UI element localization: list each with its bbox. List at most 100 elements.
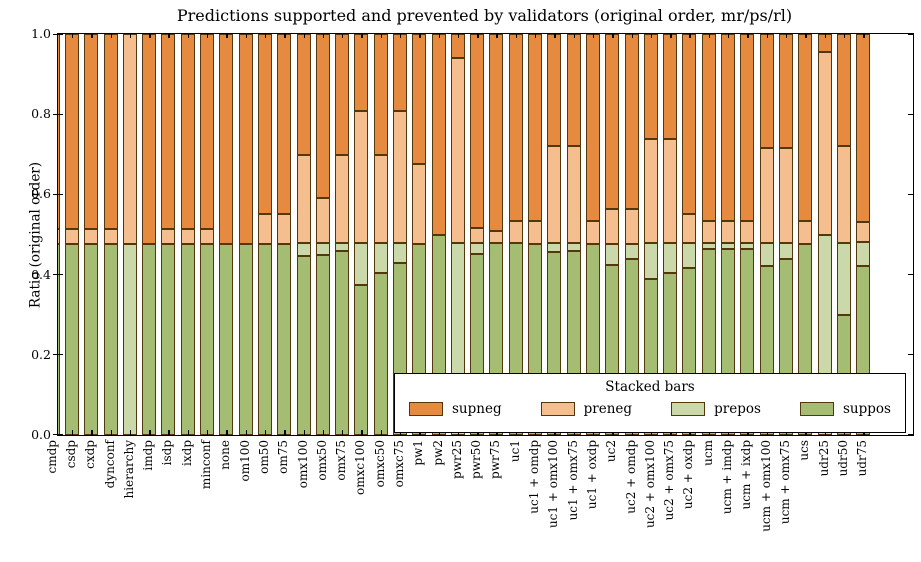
segment-suppos	[277, 244, 292, 435]
x-tick-top	[207, 34, 209, 38]
bar-omx100	[294, 34, 313, 435]
segment-supneg	[508, 34, 523, 221]
y-tick-mark-left	[53, 113, 63, 115]
x-tick-bottom	[91, 430, 93, 435]
legend-label-prepos: prepos	[714, 401, 761, 417]
bar-uc1 + omx100	[545, 34, 564, 435]
x-tick-top	[322, 34, 325, 38]
segment-supneg	[663, 34, 678, 140]
x-tick-top	[129, 34, 132, 38]
x-label-pwr75: pwr75	[488, 440, 503, 479]
segment-preneg	[122, 34, 137, 245]
legend-swatch-preneg	[540, 402, 575, 416]
bar-om100	[236, 34, 255, 435]
x-label-ucm + ixdp: ucm + ixdp	[739, 440, 754, 510]
x-tick-top	[554, 34, 556, 38]
segment-preneg	[682, 214, 697, 243]
x-tick-top	[477, 34, 479, 38]
x-tick-top	[515, 34, 518, 38]
y-tick-label-0.4: 0.4	[31, 266, 51, 282]
segment-supneg	[605, 34, 620, 210]
segment-supneg	[373, 34, 388, 156]
x-tick-bottom	[245, 430, 247, 435]
bar-omxc100	[352, 34, 371, 435]
segment-preneg	[335, 155, 350, 243]
segment-supneg	[566, 34, 581, 147]
segment-preneg	[566, 146, 581, 243]
segment-supneg	[219, 34, 234, 245]
x-tick-top	[863, 34, 865, 38]
segment-prepos	[856, 241, 871, 266]
x-tick-bottom	[322, 430, 325, 435]
x-tick-top	[342, 34, 344, 38]
x-tick-bottom	[129, 430, 132, 435]
legend-entries: supneg preneg prepos suppos	[395, 395, 905, 417]
x-tick-top	[689, 34, 691, 38]
x-label-cxdp: cxdp	[83, 440, 98, 469]
chart-title: Predictions supported and prevented by v…	[176, 6, 793, 25]
y-tick-label-0.2: 0.2	[31, 346, 51, 362]
segment-prepos	[335, 242, 350, 251]
x-label-dynconf: dynconf	[102, 440, 117, 489]
x-tick-top	[361, 34, 363, 38]
segment-suppos	[315, 254, 330, 435]
segment-suppos	[161, 244, 176, 435]
x-label-hierarchy: hierarchy	[121, 440, 136, 499]
x-label-udr25: udr25	[816, 440, 831, 477]
segment-preneg	[64, 229, 79, 245]
x-label-uc2: uc2	[604, 440, 619, 463]
x-label-om50: om50	[256, 440, 271, 474]
x-tick-top	[785, 34, 788, 38]
bar-minconf	[197, 34, 216, 435]
x-tick-top	[824, 34, 826, 38]
plot-area: 0.0 0.2 0.4 0.6 0.8 1.0 Stacked bars supneg pr…	[31, 27, 914, 441]
y-axis-label: Ratio (original order)	[27, 161, 44, 309]
segment-preneg	[296, 155, 311, 243]
segment-supneg	[778, 34, 793, 148]
x-label-ucm + omx100: ucm + omx100	[758, 440, 773, 532]
segment-suppos	[219, 244, 234, 435]
y-tick-mark-left	[53, 354, 63, 356]
x-tick-bottom	[207, 430, 209, 435]
x-tick-top	[187, 34, 190, 38]
x-tick-top	[71, 34, 74, 38]
segment-supneg	[103, 34, 118, 230]
segment-preneg	[643, 139, 658, 243]
y-tick-mark-left	[53, 273, 63, 276]
segment-suppos	[373, 272, 388, 435]
x-tick-top	[419, 34, 421, 38]
segment-supneg	[412, 34, 427, 165]
segment-preneg	[856, 221, 871, 242]
legend-entry-supneg: supneg	[409, 401, 502, 417]
segment-supneg	[585, 34, 600, 221]
segment-preneg	[547, 146, 562, 243]
segment-suppos	[58, 244, 60, 435]
legend-entry-prepos: prepos	[671, 401, 761, 417]
segment-supneg	[84, 34, 99, 230]
segment-suppos	[103, 244, 118, 435]
bar-csdp	[62, 34, 81, 435]
y-tick-label-0.6: 0.6	[31, 186, 51, 202]
x-label-csdp: csdp	[63, 440, 78, 469]
segment-suppos	[296, 256, 311, 435]
x-tick-bottom	[168, 430, 170, 435]
segment-suppos	[257, 244, 272, 435]
bar-omx75	[332, 34, 351, 435]
x-tick-top	[226, 34, 228, 38]
segment-supneg	[142, 34, 157, 245]
segment-prepos	[663, 242, 678, 273]
segment-supneg	[296, 34, 311, 156]
x-label-pwr25: pwr25	[449, 440, 464, 479]
legend-label-suppos: suppos	[843, 401, 891, 417]
x-tick-top	[284, 34, 286, 38]
segment-supneg	[277, 34, 292, 215]
segment-prepos	[836, 242, 851, 315]
segment-prepos	[296, 242, 311, 257]
y-tick-mark-left	[53, 433, 63, 435]
segment-suppos	[335, 250, 350, 435]
x-label-omx50: omx50	[314, 440, 329, 481]
segment-preneg	[798, 220, 813, 245]
x-tick-bottom	[361, 430, 363, 435]
x-label-udr50: udr50	[835, 440, 850, 477]
